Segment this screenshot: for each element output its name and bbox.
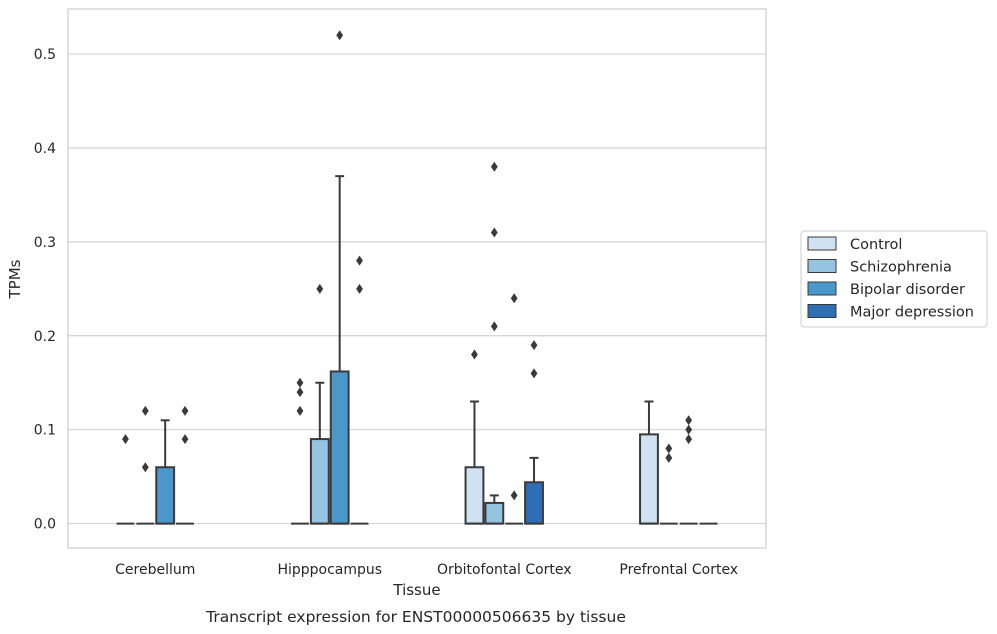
- y-tick-label: 0.0: [34, 517, 56, 533]
- legend-label: Bipolar disorder: [850, 282, 965, 298]
- y-tick-label: 0.5: [34, 47, 56, 63]
- outlier-point: [296, 387, 304, 398]
- box-group: [659, 443, 678, 525]
- outlier-point: [336, 30, 344, 41]
- outlier-point: [685, 434, 693, 445]
- x-tick-label: Prefrontal Cortex: [619, 562, 738, 578]
- chart-caption: Transcript expression for ENST0000050663…: [205, 608, 626, 626]
- box-group: [484, 161, 505, 525]
- legend-label: Schizophrenia: [850, 260, 952, 276]
- y-tick-label: 0.3: [34, 235, 56, 251]
- grid-lines: [68, 53, 766, 525]
- outlier-point: [181, 405, 189, 416]
- x-tick-label: Hipppocampus: [277, 562, 382, 578]
- legend-frame: [800, 230, 988, 328]
- y-tick-label: 0.4: [34, 141, 56, 157]
- outlier-point: [490, 161, 498, 172]
- outlier-point: [510, 490, 518, 501]
- outlier-point: [181, 434, 189, 445]
- x-tick-labels: Cerebellum Hipppocampus Orbitofontal Corte…: [115, 562, 738, 578]
- outlier-point: [316, 283, 324, 294]
- x-tick-label: Orbitofontal Cortex: [437, 562, 572, 578]
- outlier-point: [530, 368, 538, 379]
- outlier-point: [122, 434, 129, 445]
- legend-swatch: [807, 236, 837, 251]
- box-group: [309, 283, 330, 525]
- plot-area-frame: [67, 8, 767, 549]
- legend-swatch: [807, 259, 837, 273]
- box-body: [484, 501, 505, 525]
- y-tick-label: 0.2: [34, 329, 56, 345]
- outlier-point: [665, 443, 673, 454]
- box-group: [524, 340, 544, 525]
- y-tick-label: 0.1: [34, 423, 56, 439]
- outlier-point: [141, 462, 149, 473]
- box-group: [291, 377, 309, 525]
- outlier-point: [296, 377, 304, 388]
- legend-swatch: [807, 304, 837, 318]
- outlier-point: [141, 405, 149, 416]
- box-group: [176, 405, 194, 525]
- box-group: [155, 419, 176, 525]
- y-tick-labels: 0.0 0.1 0.2 0.3 0.4 0.5: [34, 47, 56, 533]
- outlier-point: [471, 349, 478, 360]
- legend-swatch: [807, 281, 837, 296]
- box-body: [155, 466, 176, 525]
- box-group: [679, 415, 698, 525]
- box-group: [116, 434, 135, 525]
- box-plot-marks: [116, 30, 718, 525]
- box-body: [639, 433, 659, 525]
- y-axis-label: TPMs: [6, 259, 24, 299]
- box-group: [136, 405, 155, 525]
- outlier-point: [665, 452, 673, 463]
- x-axis-label: Tissue: [392, 581, 440, 599]
- box-group: [639, 400, 659, 525]
- outlier-point: [510, 293, 518, 304]
- box-group: [329, 30, 350, 525]
- box-body: [524, 481, 544, 525]
- outlier-point: [490, 321, 498, 332]
- legend-label: Control: [850, 237, 902, 253]
- outlier-point: [490, 227, 498, 238]
- outlier-point: [356, 283, 363, 294]
- box-body: [329, 370, 350, 525]
- legend-label: Major depression: [850, 305, 974, 321]
- box-group: [350, 255, 369, 525]
- box-body: [464, 466, 485, 525]
- outlier-point: [685, 415, 693, 426]
- outlier-point: [356, 255, 363, 266]
- outlier-point: [685, 424, 693, 435]
- box-group: [464, 349, 485, 525]
- box-body: [309, 438, 330, 525]
- box-group: [505, 293, 524, 525]
- x-tick-label: Cerebellum: [115, 562, 195, 578]
- legend: Control Schizophrenia Bipolar disorder Majo…: [800, 230, 988, 328]
- outlier-point: [530, 340, 538, 351]
- outlier-point: [296, 405, 304, 416]
